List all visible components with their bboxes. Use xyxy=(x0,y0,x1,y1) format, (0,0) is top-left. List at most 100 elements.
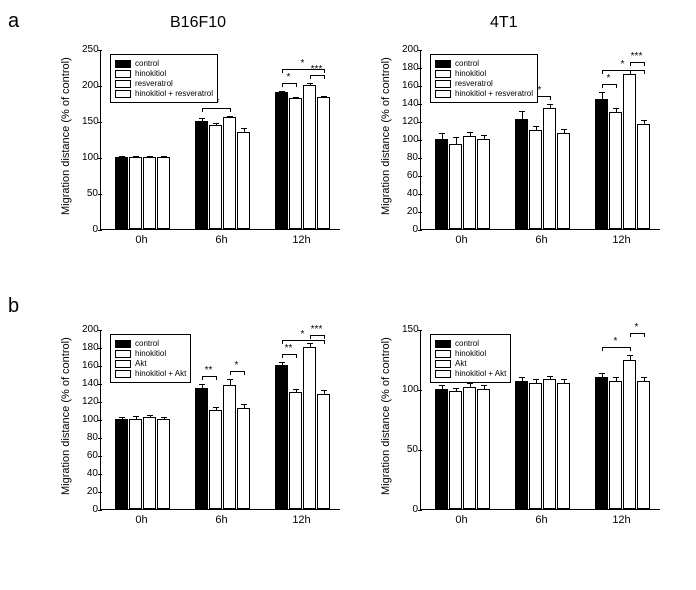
bar xyxy=(637,381,650,509)
bar xyxy=(435,389,448,509)
x-tick-label: 6h xyxy=(530,514,554,526)
bar xyxy=(223,385,236,509)
row-label: b xyxy=(8,295,19,318)
row-label: a xyxy=(8,10,19,33)
legend-label: control xyxy=(455,339,479,348)
bar xyxy=(129,157,142,229)
bar xyxy=(289,392,302,509)
y-tick-label: 150 xyxy=(402,324,418,335)
significance-marker: * xyxy=(606,337,626,347)
bar xyxy=(237,132,250,229)
legend-item: hinokitiol xyxy=(435,69,533,78)
legend-item: hinokitiol + resveratrol xyxy=(435,89,533,98)
y-tick-label: 0 xyxy=(402,504,418,515)
legend-swatch xyxy=(115,90,131,98)
legend-swatch xyxy=(435,340,451,348)
y-tick-label: 200 xyxy=(402,44,418,55)
bar xyxy=(303,347,316,509)
y-tick-label: 40 xyxy=(82,468,98,479)
bar xyxy=(435,139,448,229)
significance-marker: * xyxy=(613,60,633,70)
significance-marker: * xyxy=(599,74,619,84)
legend-label: Akt xyxy=(135,359,147,368)
bar xyxy=(623,360,636,509)
bar xyxy=(449,391,462,509)
bar xyxy=(115,419,128,509)
legend-swatch xyxy=(115,350,131,358)
figure-root: abB16F104T1Migration distance (% of cont… xyxy=(0,0,696,590)
y-tick-label: 140 xyxy=(82,378,98,389)
y-tick-label: 100 xyxy=(82,414,98,425)
chart-panel: Migration distance (% of control)*******… xyxy=(370,40,670,270)
bar xyxy=(515,119,528,229)
bar xyxy=(637,124,650,229)
bar xyxy=(195,388,208,510)
legend: controlhinokitiolresveratrolhinokitiol +… xyxy=(430,54,538,103)
y-tick-label: 60 xyxy=(402,170,418,181)
y-tick-label: 80 xyxy=(402,152,418,163)
y-tick-label: 160 xyxy=(82,360,98,371)
legend-item: control xyxy=(435,59,533,68)
legend-swatch xyxy=(435,360,451,368)
y-tick-label: 180 xyxy=(82,342,98,353)
legend-item: hinokitiol + Akt xyxy=(435,369,506,378)
bar xyxy=(543,108,556,230)
x-tick-label: 0h xyxy=(130,514,154,526)
y-tick-label: 20 xyxy=(402,206,418,217)
legend-item: control xyxy=(115,59,213,68)
legend-label: hinokitiol xyxy=(135,69,166,78)
legend-item: hinokitiol xyxy=(115,349,186,358)
bar xyxy=(289,98,302,229)
x-tick-label: 12h xyxy=(290,514,314,526)
bar xyxy=(529,130,542,229)
y-tick-label: 60 xyxy=(82,450,98,461)
bar xyxy=(515,381,528,509)
bar xyxy=(529,383,542,509)
bar xyxy=(477,139,490,229)
x-tick-label: 6h xyxy=(210,234,234,246)
column-title: 4T1 xyxy=(490,14,518,32)
y-tick-label: 140 xyxy=(402,98,418,109)
y-tick-label: 20 xyxy=(82,486,98,497)
legend-swatch xyxy=(435,350,451,358)
bar xyxy=(303,85,316,229)
y-tick-label: 50 xyxy=(402,444,418,455)
y-tick-label: 120 xyxy=(402,116,418,127)
significance-marker: * xyxy=(279,73,299,83)
chart-panel: Migration distance (% of control)*******… xyxy=(50,320,350,550)
y-tick-label: 100 xyxy=(402,384,418,395)
x-tick-label: 0h xyxy=(130,234,154,246)
y-tick-label: 0 xyxy=(402,224,418,235)
y-tick-label: 100 xyxy=(82,152,98,163)
bar xyxy=(463,136,476,229)
legend-swatch xyxy=(435,90,451,98)
legend-label: control xyxy=(135,59,159,68)
legend-label: control xyxy=(135,339,159,348)
bar xyxy=(195,121,208,229)
bar xyxy=(275,365,288,509)
bar xyxy=(143,157,156,229)
legend-label: hinokitiol xyxy=(455,349,486,358)
bar xyxy=(317,97,330,229)
y-tick-label: 50 xyxy=(82,188,98,199)
legend: controlhinokitiolAkthinokitiol + Akt xyxy=(430,334,511,383)
significance-marker: * xyxy=(293,59,313,69)
y-tick-label: 40 xyxy=(402,188,418,199)
y-tick-label: 120 xyxy=(82,396,98,407)
legend-label: hinokitiol + Akt xyxy=(135,369,186,378)
significance-marker: * xyxy=(227,361,247,371)
bar xyxy=(157,419,170,509)
chart-panel: Migration distance (% of control)*******… xyxy=(50,40,350,270)
legend-item: hinokitiol xyxy=(115,69,213,78)
bar xyxy=(223,117,236,229)
x-tick-label: 12h xyxy=(610,514,634,526)
legend-swatch xyxy=(435,60,451,68)
bar xyxy=(463,387,476,509)
legend-swatch xyxy=(115,70,131,78)
legend-label: hinokitiol + resveratrol xyxy=(455,89,533,98)
bar xyxy=(275,92,288,229)
bar xyxy=(609,381,622,509)
bar xyxy=(477,389,490,509)
legend-swatch xyxy=(115,340,131,348)
bar xyxy=(209,125,222,229)
